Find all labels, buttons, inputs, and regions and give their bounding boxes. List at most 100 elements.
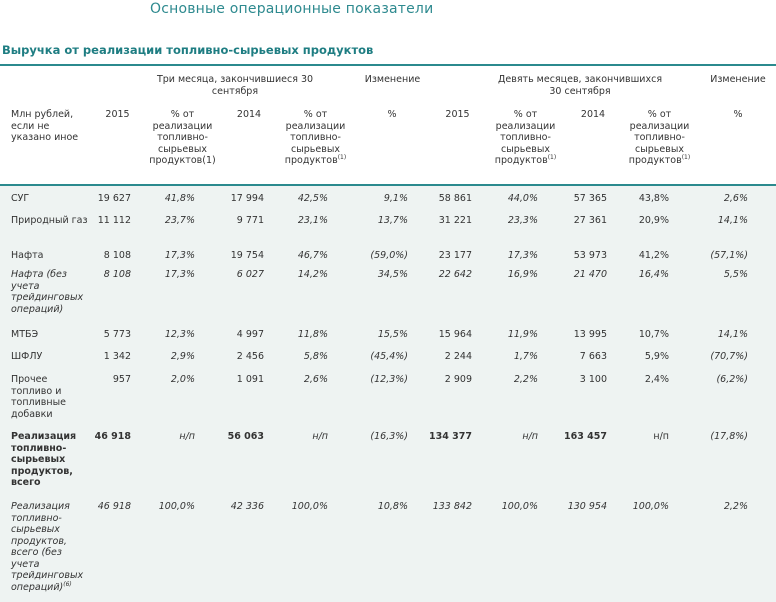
header-change-9m: Изменение <box>710 74 766 85</box>
table-cell: 1,7% <box>513 351 538 362</box>
table-cell: 13 995 <box>573 329 607 340</box>
row-label: Природный газ <box>11 215 88 226</box>
header-pct-3m: % <box>387 109 397 120</box>
table-cell: 2,2% <box>513 374 538 385</box>
header-share-2015-3m: % от реализации топливно-сырьевых продук… <box>149 109 216 166</box>
table-cell: 46,7% <box>297 250 328 261</box>
header-unit: Млн рублей, если не указано иное <box>11 109 79 143</box>
table-cell: (12,3%) <box>370 374 408 385</box>
header-three-months: Три месяца, закончившиеся 30 сентября <box>156 74 314 97</box>
header-share-2014-9m: % от реализации топливно-сырьевых продук… <box>628 109 691 166</box>
table-cell: 27 361 <box>573 215 607 226</box>
table-cell: 14,1% <box>717 329 748 340</box>
table-cell: 14,1% <box>717 215 748 226</box>
row-label: Реализация топливно-сырьевых продуктов, … <box>11 431 77 488</box>
table-cell: 23,1% <box>297 215 328 226</box>
table-cell: 10,7% <box>638 329 669 340</box>
table-cell: 6 027 <box>236 269 264 280</box>
table-cell: 100,0% <box>291 501 328 512</box>
table-cell: 21 470 <box>573 269 607 280</box>
table-cell: (45,4%) <box>370 351 408 362</box>
table-cell: 17,3% <box>507 250 538 261</box>
table-cell: 100,0% <box>158 501 195 512</box>
table-cell: 43,8% <box>638 193 669 204</box>
table-cell: 44,0% <box>507 193 538 204</box>
row-label: Нафта (без учета трейдинговых операций) <box>11 269 84 315</box>
table-cell: 42,5% <box>297 193 328 204</box>
table-cell: 1 342 <box>103 351 131 362</box>
table-cell: 16,9% <box>507 269 538 280</box>
table-cell: (70,7%) <box>710 351 748 362</box>
table-cell: 15,5% <box>377 329 408 340</box>
table-cell: 16,4% <box>638 269 669 280</box>
table-cell: 11,9% <box>507 329 538 340</box>
table-cell: 133 842 <box>432 501 472 512</box>
table-cell: (17,8%) <box>710 431 748 442</box>
table-cell: 23,3% <box>507 215 538 226</box>
table-cell: 1 091 <box>236 374 264 385</box>
table-cell: 34,5% <box>377 269 408 280</box>
table-cell: 7 663 <box>579 351 607 362</box>
header-2015-9m: 2015 <box>445 109 470 120</box>
table-cell: 53 973 <box>573 250 607 261</box>
row-label: МТБЭ <box>11 329 39 340</box>
table-cell: 19 754 <box>230 250 264 261</box>
table-cell: 12,3% <box>164 329 195 340</box>
table-cell: 15 964 <box>438 329 472 340</box>
table-cell: 9,1% <box>383 193 408 204</box>
header-2014-3m: 2014 <box>236 109 262 120</box>
table-cell: 163 457 <box>564 431 607 442</box>
table-cell: 5,9% <box>644 351 669 362</box>
table-cell: 9 771 <box>236 215 264 226</box>
table-cell: н/п <box>653 431 669 442</box>
table-cell: (59,0%) <box>370 250 408 261</box>
table-cell: 100,0% <box>632 501 669 512</box>
table-cell: 4 997 <box>236 329 264 340</box>
table-cell: 19 627 <box>97 193 131 204</box>
row-label: Нафта <box>11 250 44 261</box>
table-cell: 3 100 <box>579 374 607 385</box>
table-cell: 17,3% <box>164 250 195 261</box>
row-label: СУГ <box>11 193 30 204</box>
table-cell: 5,5% <box>723 269 748 280</box>
table-cell: 134 377 <box>429 431 472 442</box>
table-cell: (16,3%) <box>370 431 408 442</box>
table-cell: 2 456 <box>236 351 264 362</box>
table-cell: 2,6% <box>723 193 748 204</box>
table-cell: 58 861 <box>438 193 472 204</box>
table-cell: (6,2%) <box>716 374 748 385</box>
table-cell: 46 918 <box>94 431 131 442</box>
table-cell: 17 994 <box>230 193 264 204</box>
table-cell: 41,2% <box>638 250 669 261</box>
row-label: Реализация топливно-сырьевых продуктов, … <box>11 501 89 593</box>
table-cell: 130 954 <box>567 501 607 512</box>
section-title: Выручка от реализации топливно-сырьевых … <box>2 43 374 57</box>
table-cell: 11 112 <box>97 215 131 226</box>
table-cell: 957 <box>112 374 131 385</box>
table-cell: 2,4% <box>644 374 669 385</box>
footnote-marker: (6) <box>63 580 72 588</box>
table-cell: н/п <box>522 431 538 442</box>
table-cell: н/п <box>179 431 195 442</box>
table-cell: 8 108 <box>103 250 131 261</box>
header-2015-3m: 2015 <box>105 109 130 120</box>
table-cell: (57,1%) <box>710 250 748 261</box>
table-cell: 2 244 <box>444 351 472 362</box>
table-cell: 22 642 <box>438 269 472 280</box>
table-cell: 2,2% <box>723 501 748 512</box>
table-cell: 2,6% <box>303 374 328 385</box>
table-cell: 20,9% <box>638 215 669 226</box>
header-change-3m: Изменение <box>364 74 421 85</box>
table-cell: 10,8% <box>377 501 408 512</box>
page-title: Основные операционные показатели <box>150 1 434 17</box>
table-cell: 13,7% <box>377 215 408 226</box>
table-cell: 2 909 <box>444 374 472 385</box>
table-cell: 8 108 <box>103 269 131 280</box>
table-cell: 5,8% <box>303 351 328 362</box>
row-label: Прочее топливо и топливные добавки <box>11 374 66 420</box>
table-cell: 57 365 <box>573 193 607 204</box>
table-cell: н/п <box>312 431 328 442</box>
row-label: ШФЛУ <box>11 351 43 362</box>
table-cell: 2,9% <box>170 351 195 362</box>
table-cell: 5 773 <box>103 329 131 340</box>
